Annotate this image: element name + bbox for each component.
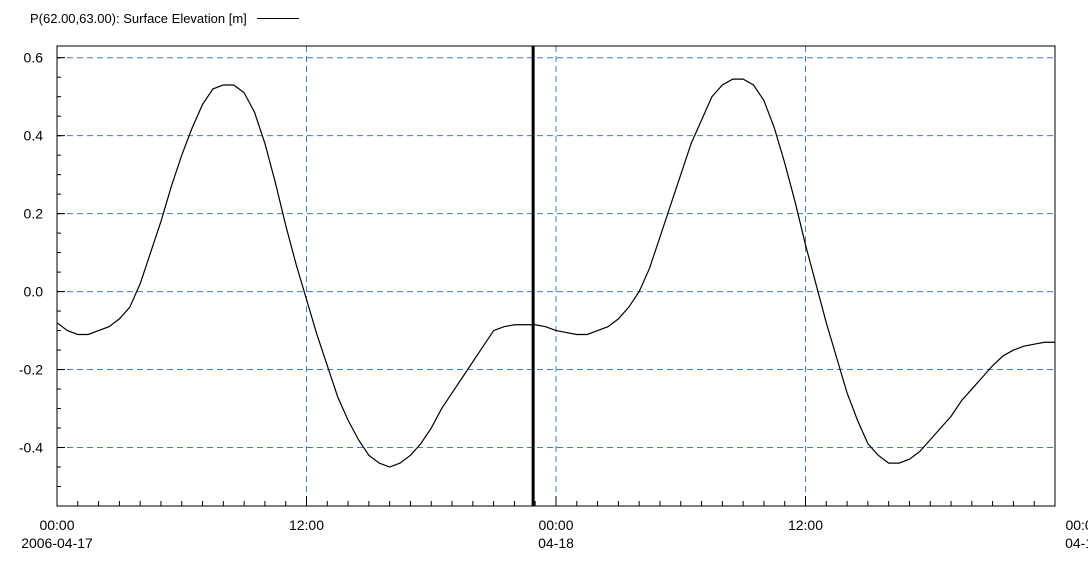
y-tick-label: 0.2: [24, 206, 44, 222]
y-tick-label: 0.6: [24, 50, 44, 66]
grid-layer: [57, 46, 1055, 506]
x-tick-date-label: 04-19: [1065, 535, 1088, 551]
label-layer: 0.6 0.4 0.2 0.0 -0.2 -0.4 00:00 2006-04-17 12:00…: [19, 50, 1088, 551]
x-tick-time-label: 12:00: [788, 517, 823, 533]
x-tick-date-label: 04-18: [538, 535, 574, 551]
y-tick-label: 0.4: [24, 128, 44, 144]
plot-frame: [56, 45, 1056, 507]
series-layer: [56, 78, 1055, 468]
y-tick-label: -0.2: [19, 362, 43, 378]
x-tick-time-label: 00:00: [39, 517, 74, 533]
x-tick-time-label: 00:00: [538, 517, 573, 533]
x-tick-time-label: 12:00: [289, 517, 324, 533]
x-tick-date-label: 2006-04-17: [21, 535, 93, 551]
chart-legend: P(62.00,63.00): Surface Elevation [m]: [30, 8, 299, 28]
y-tick-label: 0.0: [24, 284, 44, 300]
series-line: [56, 78, 1055, 468]
x-tick-time-label: 00:00: [1065, 517, 1088, 533]
legend-label: P(62.00,63.00): Surface Elevation [m]: [30, 10, 247, 26]
legend-line-swatch: [256, 17, 299, 19]
y-tick-label: -0.4: [19, 440, 43, 456]
